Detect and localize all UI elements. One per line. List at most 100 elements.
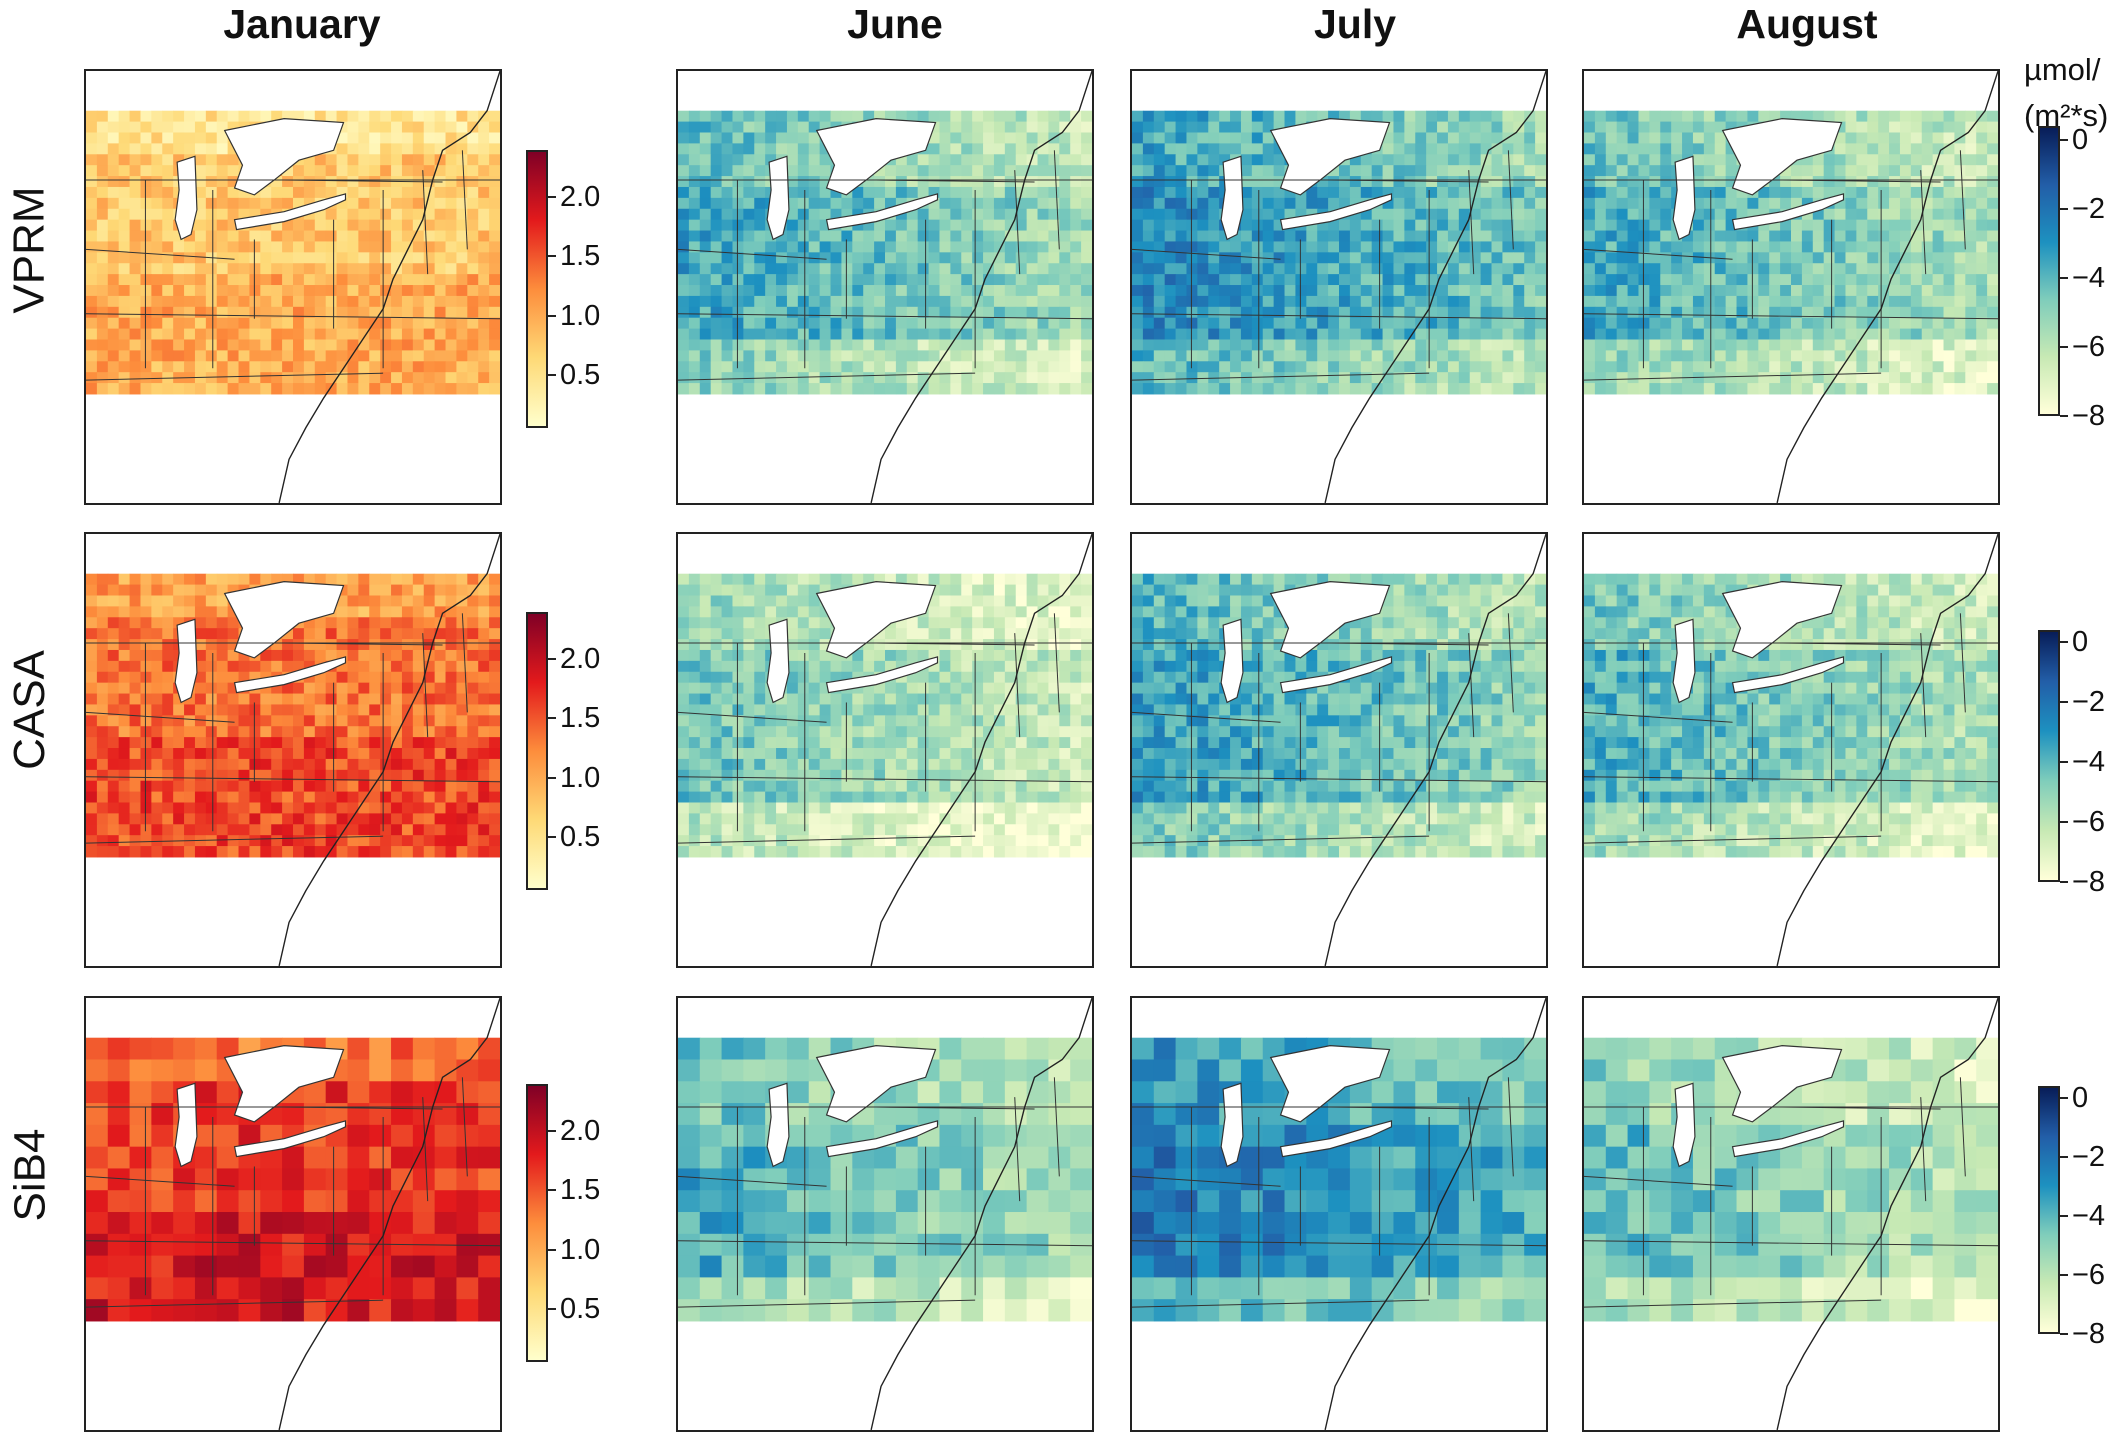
colorbar-tick-label: 0.5 bbox=[560, 820, 601, 853]
state-boundary bbox=[86, 1175, 235, 1187]
lake-shape bbox=[1721, 581, 1843, 659]
map-panel-vprm-june bbox=[676, 69, 1094, 505]
map-panel-casa-january bbox=[84, 532, 502, 968]
coastline bbox=[1324, 71, 1546, 503]
colorbar-tick-mark bbox=[2060, 701, 2068, 703]
colorbar-tick-mark bbox=[2060, 207, 2068, 210]
lake-shape bbox=[1672, 155, 1696, 241]
lake-shape bbox=[1269, 581, 1391, 659]
lake-shape bbox=[815, 581, 937, 659]
state-boundary bbox=[86, 372, 384, 381]
colorbar-tick-label: −6 bbox=[2072, 330, 2106, 363]
state-boundary bbox=[86, 776, 500, 783]
state-boundary bbox=[1014, 170, 1021, 275]
map-panel-casa-july bbox=[1130, 532, 1548, 968]
lake-shape bbox=[815, 118, 937, 196]
state-boundary bbox=[422, 633, 429, 738]
state-boundary bbox=[422, 1097, 429, 1202]
map-panel-vprm-january bbox=[84, 69, 502, 505]
state-boundary bbox=[1014, 1097, 1021, 1202]
colorbar-tick-mark bbox=[548, 776, 556, 779]
colorbar-tick-mark bbox=[2060, 138, 2068, 141]
state-boundary bbox=[461, 150, 468, 250]
colorbar-tick-label: 0 bbox=[2072, 626, 2089, 658]
state-boundary bbox=[284, 642, 443, 646]
lake-shape bbox=[174, 155, 198, 241]
lake-shape bbox=[766, 155, 790, 241]
colorbar-summer-casa bbox=[2038, 630, 2060, 882]
coastline bbox=[278, 998, 500, 1430]
state-boundary bbox=[1468, 633, 1475, 738]
lake-shape bbox=[1721, 1045, 1843, 1123]
map-canvas bbox=[1132, 71, 1546, 503]
map-panel-casa-june bbox=[676, 532, 1094, 968]
state-boundary bbox=[1507, 150, 1514, 250]
lake-shape bbox=[1731, 656, 1845, 694]
state-boundary bbox=[284, 179, 443, 183]
colorbar-tick-mark bbox=[548, 658, 556, 661]
colorbar-tick-mark bbox=[548, 717, 556, 720]
state-boundary bbox=[1014, 633, 1021, 738]
colorbar-summer-vprm bbox=[2038, 126, 2060, 416]
colorbar-tick-label: 2.0 bbox=[560, 181, 601, 214]
colorbar-tick-mark bbox=[548, 373, 556, 376]
map-canvas bbox=[1584, 998, 1998, 1430]
state-boundary bbox=[1782, 1106, 1941, 1110]
state-boundary bbox=[1782, 642, 1941, 646]
state-boundary bbox=[1132, 711, 1281, 723]
state-boundary bbox=[1507, 613, 1514, 713]
colorbar-tick-label: 0 bbox=[2072, 1081, 2089, 1114]
lake-shape bbox=[1731, 193, 1845, 231]
lake-shape bbox=[825, 193, 939, 231]
state-boundary bbox=[678, 313, 1092, 320]
colorbar-tick-label: −2 bbox=[2072, 686, 2106, 718]
colorbar-tick-mark bbox=[2060, 345, 2068, 348]
map-panel-sib4-july bbox=[1130, 996, 1548, 1432]
state-boundary bbox=[86, 313, 500, 320]
lake-shape bbox=[223, 581, 345, 659]
lake-shape bbox=[233, 1120, 347, 1158]
colorbar-summer-sib4 bbox=[2038, 1086, 2060, 1334]
state-boundary bbox=[1132, 776, 1546, 783]
state-boundary bbox=[1330, 1106, 1489, 1110]
lake-shape bbox=[1220, 618, 1244, 704]
state-boundary bbox=[1920, 170, 1927, 275]
state-boundary bbox=[876, 179, 1035, 183]
map-panel-vprm-july bbox=[1130, 69, 1548, 505]
state-boundary bbox=[284, 1106, 443, 1110]
colorbar-tick-mark bbox=[548, 1307, 556, 1310]
map-canvas bbox=[678, 998, 1092, 1430]
state-boundary bbox=[1920, 1097, 1927, 1202]
map-canvas bbox=[86, 534, 500, 966]
colorbar-tick-mark bbox=[2060, 1273, 2068, 1276]
coastline bbox=[278, 71, 500, 503]
coastline bbox=[870, 534, 1092, 966]
colorbar-tick-label: 1.5 bbox=[560, 240, 601, 273]
lake-shape bbox=[1721, 118, 1843, 196]
map-canvas bbox=[86, 71, 500, 503]
units-label-line2: (m²*s) bbox=[2024, 98, 2109, 133]
state-boundary bbox=[461, 1077, 468, 1177]
state-boundary bbox=[1920, 633, 1927, 738]
lake-shape bbox=[1279, 1120, 1393, 1158]
lake-shape bbox=[1672, 1082, 1696, 1168]
colorbar-tick-label: 0.5 bbox=[560, 1292, 601, 1325]
colorbar-tick-label: −8 bbox=[2072, 400, 2106, 432]
colorbar-tick-label: −2 bbox=[2072, 1140, 2106, 1173]
map-panel-sib4-january bbox=[84, 996, 502, 1432]
lake-shape bbox=[1220, 155, 1244, 241]
state-boundary bbox=[1584, 313, 1998, 320]
colorbar-tick-mark bbox=[2060, 821, 2068, 823]
state-boundary bbox=[1468, 170, 1475, 275]
colorbar-tick-label: 1.0 bbox=[560, 761, 601, 794]
colorbar-tick-label: 2.0 bbox=[560, 643, 601, 676]
row-label-vprm: VPRM bbox=[5, 186, 54, 314]
state-boundary bbox=[678, 776, 1092, 783]
state-boundary bbox=[1584, 711, 1733, 723]
map-panel-casa-august bbox=[1582, 532, 2000, 968]
colorbar-tick-mark bbox=[548, 314, 556, 317]
state-boundary bbox=[1584, 1175, 1733, 1187]
state-boundary bbox=[1132, 1240, 1546, 1247]
map-canvas bbox=[86, 998, 500, 1430]
lake-shape bbox=[223, 118, 345, 196]
